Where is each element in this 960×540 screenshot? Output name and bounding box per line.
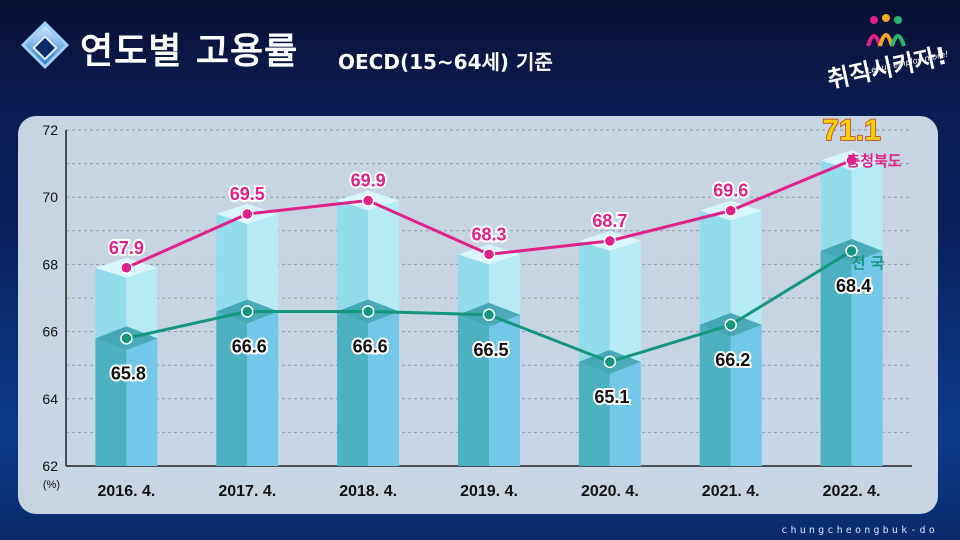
chungbuk-data-label: 69.5 <box>230 184 265 204</box>
bar-lower-left <box>95 338 127 466</box>
chungbuk-series-point <box>845 153 858 167</box>
logo: 취직시키자! Let us employ more! <box>825 12 950 94</box>
y-tick-label: 64 <box>42 391 58 407</box>
bar-lower-left <box>337 311 369 466</box>
y-tick-label: 72 <box>42 122 58 138</box>
y-tick-label: 68 <box>42 256 58 272</box>
national-series-point <box>482 308 496 322</box>
x-tick-label: 2016. 4. <box>98 483 156 500</box>
chungbuk-data-label: 69.6 <box>713 181 748 201</box>
bar-lower-left <box>578 361 610 466</box>
national-data-label: 66.5 <box>473 340 508 360</box>
national-series-point <box>241 305 254 318</box>
chungbuk-series-point <box>482 248 496 261</box>
page-title: 연도별 고용률 <box>80 31 299 72</box>
national-series-point <box>120 332 133 345</box>
bar-lower-right <box>126 338 158 466</box>
chungbuk-series-point <box>724 204 737 217</box>
chungbuk-series-point <box>361 194 375 207</box>
page-subtitle: OECD(15~64세) 기준 <box>338 50 553 74</box>
national-data-label: 68.4 <box>836 276 871 296</box>
bar-lower-left <box>458 314 489 466</box>
chungbuk-data-label: 71.1 <box>822 114 880 147</box>
y-unit-label: (%) <box>43 479 60 491</box>
y-tick-label: 70 <box>42 189 58 205</box>
national-series-point <box>603 355 617 369</box>
bar-lower-right <box>368 311 400 466</box>
bar-lower-right <box>489 314 520 466</box>
national-data-label: 66.6 <box>232 336 267 356</box>
chungbuk-data-label: 67.9 <box>109 238 144 258</box>
national-series-point <box>361 305 375 318</box>
chungbuk-series-point <box>241 207 254 221</box>
bar-lower-right <box>609 361 641 466</box>
x-tick-label: 2022. 4. <box>823 483 881 500</box>
bar-lower-right <box>247 311 279 466</box>
y-tick-label: 62 <box>42 458 58 474</box>
legend-national: 전 국 <box>852 254 885 272</box>
chungbuk-data-label: 68.7 <box>592 211 627 231</box>
chungbuk-data-label: 68.3 <box>471 224 506 244</box>
national-series-point <box>724 318 737 332</box>
bar-lower-left <box>699 324 731 466</box>
legend-chungbuk: 충청북도 <box>846 152 901 170</box>
chungbuk-series-point <box>603 234 617 248</box>
x-tick-label: 2018. 4. <box>339 483 397 500</box>
national-data-label: 66.2 <box>715 350 750 370</box>
national-data-label: 66.6 <box>353 336 388 356</box>
x-tick-label: 2019. 4. <box>460 483 518 500</box>
chungbuk-series-point <box>120 261 133 275</box>
national-data-label: 65.1 <box>594 387 629 407</box>
bar-lower-left <box>820 250 852 466</box>
x-tick-label: 2021. 4. <box>702 483 760 500</box>
bar-lower-right <box>851 250 883 466</box>
bar-lower-right <box>730 324 762 466</box>
national-data-label: 65.8 <box>111 363 146 383</box>
x-tick-label: 2017. 4. <box>218 483 276 500</box>
y-tick-label: 66 <box>42 324 58 340</box>
people-logo-icon <box>866 14 906 47</box>
footer-text: chungcheongbuk-do <box>781 525 938 536</box>
bar-lower-left <box>216 311 248 466</box>
x-tick-label: 2020. 4. <box>581 483 639 500</box>
chungbuk-data-label: 69.9 <box>351 171 386 191</box>
national-series-point <box>845 244 858 258</box>
header-bar: 연도별 고용률 OECD(15~64세) 기준 취직시키자! Let us em… <box>0 0 960 100</box>
